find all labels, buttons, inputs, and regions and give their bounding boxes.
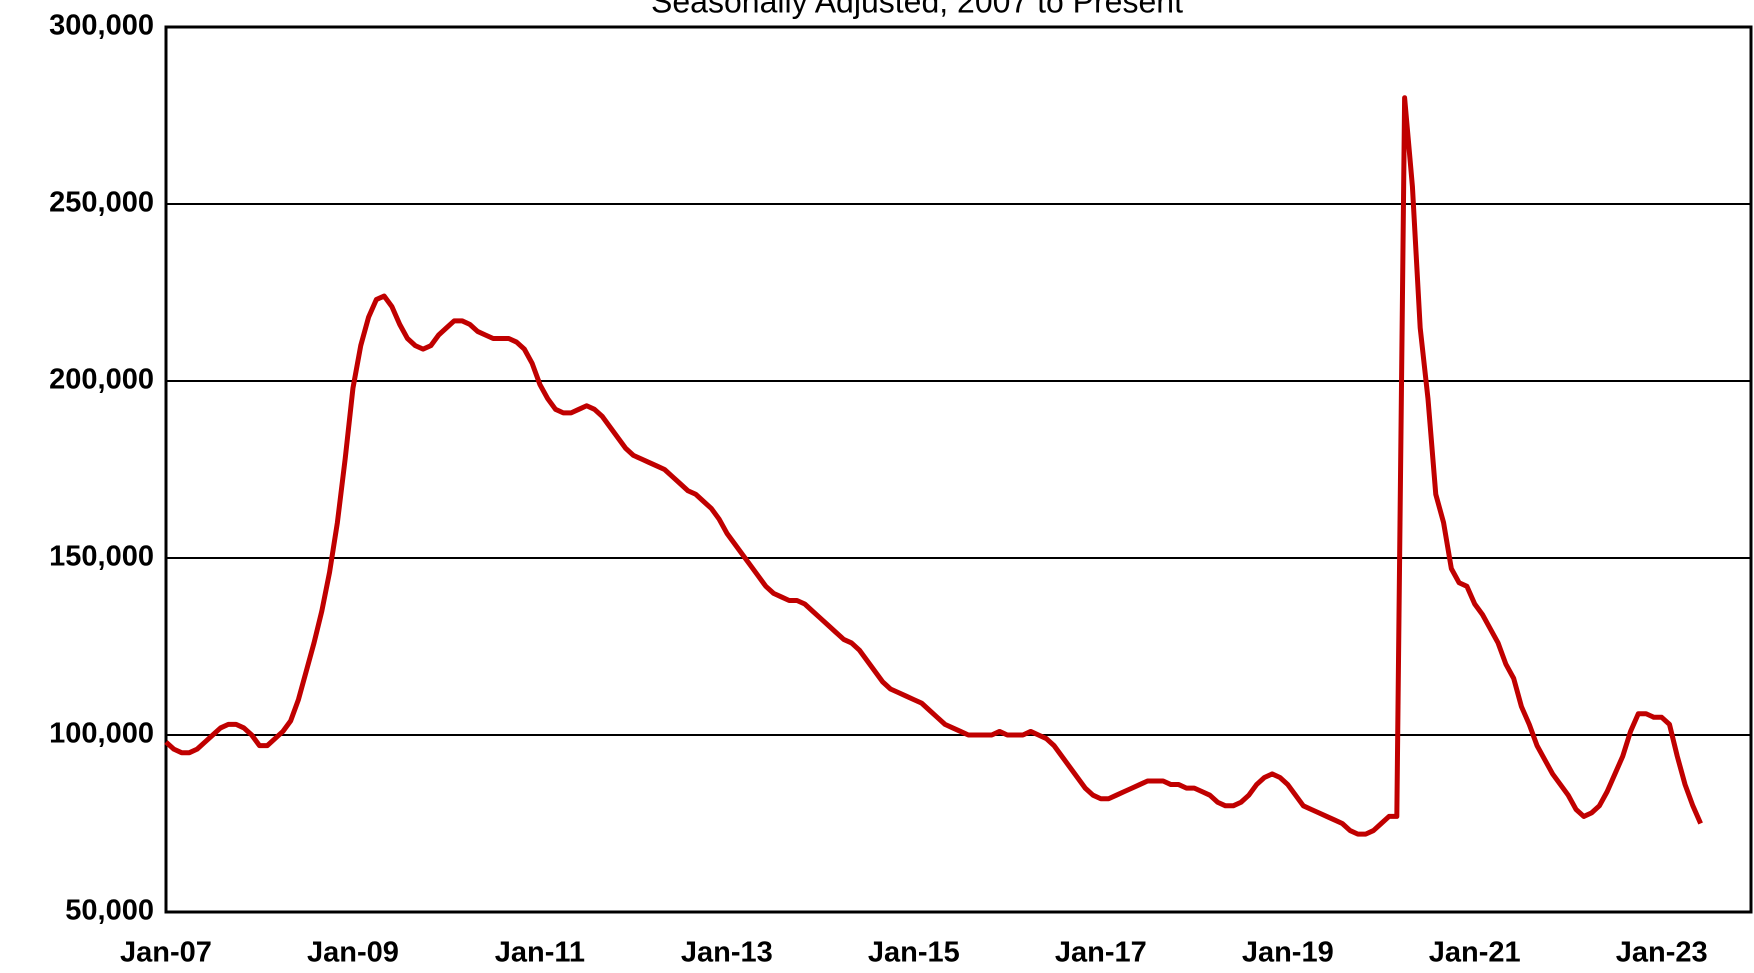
x-tick-label: Jan-13 (681, 937, 773, 969)
x-tick-label: Jan-15 (868, 937, 960, 969)
x-tick-label: Jan-23 (1616, 937, 1708, 969)
x-tick-label: Jan-07 (120, 937, 212, 969)
chart-title: Seasonally Adjusted, 2007 to Present (651, 0, 1183, 19)
y-tick-label: 250,000 (49, 187, 154, 219)
y-tick-label: 300,000 (49, 10, 154, 42)
x-tick-label: Jan-09 (307, 937, 399, 969)
x-tick-label: Jan-19 (1242, 937, 1334, 969)
y-tick-label: 100,000 (49, 718, 154, 750)
x-tick-label: Jan-17 (1055, 937, 1147, 969)
x-tick-label: Jan-11 (495, 937, 585, 969)
y-tick-label: 200,000 (49, 364, 154, 396)
y-tick-label: 50,000 (65, 895, 154, 927)
plot-frame (164, 25, 1753, 914)
data-line (164, 95, 1703, 837)
x-tick-label: Jan-21 (1429, 937, 1521, 969)
y-tick-label: 150,000 (49, 541, 154, 573)
